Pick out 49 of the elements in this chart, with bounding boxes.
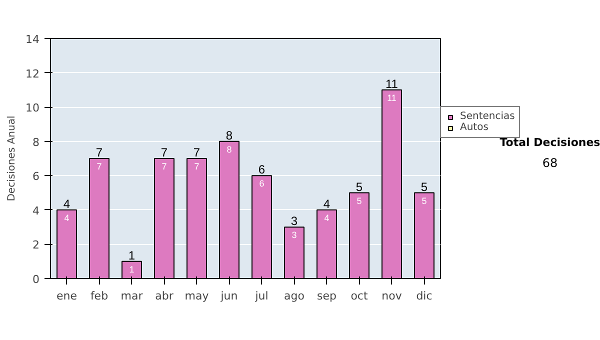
data-label: 3: [292, 230, 297, 240]
data-label: 6: [259, 178, 264, 189]
data-label: 5: [356, 196, 362, 206]
data-label: 5: [422, 196, 427, 206]
x-tick-label: abr: [155, 290, 174, 302]
x-tick-label: jun: [220, 290, 238, 302]
y-tick-label: 6: [32, 170, 40, 184]
total-label: 7: [96, 146, 103, 160]
data-label: 8: [226, 144, 232, 154]
total-label: 8: [226, 128, 233, 142]
total-label: 7: [160, 146, 168, 160]
data-label: 11: [387, 92, 396, 103]
x-tick-label: mar: [120, 290, 144, 302]
total-label: 5: [420, 180, 428, 194]
x-tick-label: feb: [90, 290, 108, 302]
y-axis-title: Decisiones Anual: [6, 116, 18, 202]
data-label: 1: [129, 264, 134, 274]
x-tick-label: ago: [284, 290, 305, 302]
x-tick-label: may: [184, 290, 210, 302]
text: 68: [541, 154, 559, 172]
x-tick-label: nov: [382, 290, 402, 302]
y-tick-label: 2: [32, 238, 40, 252]
y-tick-label: 14: [26, 33, 40, 46]
x-tick-label: oct: [350, 290, 368, 302]
y-tick-label: 8: [32, 136, 40, 149]
y-tick-label: 12: [26, 67, 40, 80]
total-label: 4: [323, 196, 330, 211]
total-label: 1: [128, 248, 136, 262]
data-label: 4: [64, 212, 70, 223]
total-label: 3: [290, 214, 298, 228]
x-tick-label: sep: [317, 290, 337, 302]
legend-label: Sentencias: [460, 111, 515, 122]
total-label: 11: [386, 76, 398, 91]
data-label: 7: [162, 162, 167, 172]
legend-label: Autos: [460, 122, 488, 133]
x-tick-label: dic: [416, 290, 432, 302]
total-label: 6: [258, 162, 266, 177]
text: Total Decisiones: [500, 135, 600, 151]
y-tick-label: 0: [32, 273, 40, 286]
x-tick-label: jul: [254, 290, 268, 302]
data-label: 7: [96, 162, 102, 172]
data-label: 7: [194, 162, 200, 172]
total-label: 7: [193, 146, 200, 160]
y-tick-label: 10: [26, 102, 40, 115]
data-label: 4: [324, 212, 330, 223]
total-label: 4: [63, 196, 70, 211]
y-tick-label: 4: [32, 204, 40, 218]
x-tick-label: ene: [56, 290, 78, 302]
total-label: 5: [356, 180, 363, 194]
